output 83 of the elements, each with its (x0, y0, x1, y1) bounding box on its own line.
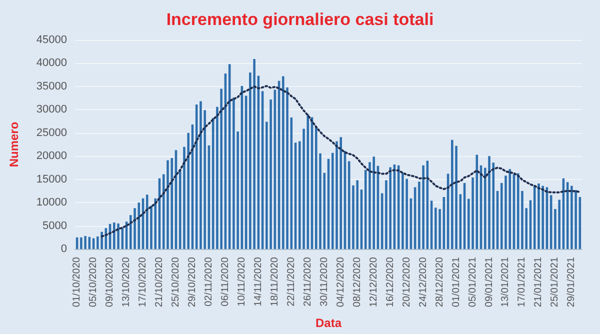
bar (356, 180, 358, 249)
x-tick-label: 24/12/2020 (418, 256, 429, 308)
x-tick-label: 08/12/2020 (352, 256, 363, 308)
x-tick-label: 13/10/2020 (121, 256, 132, 308)
bar (96, 236, 99, 249)
x-tick-label: 29/01/2021 (566, 256, 578, 308)
x-tick-label: 05/01/2021 (467, 256, 478, 308)
bar (154, 198, 157, 249)
bar (200, 101, 202, 249)
x-tick-label: 28/12/2020 (434, 256, 446, 308)
y-tick-label: 30000 (36, 104, 67, 116)
x-tick-label: 20/12/2020 (401, 256, 412, 308)
x-tick-label: 29/10/2020 (186, 256, 198, 308)
x-tick-label: 12/12/2020 (368, 256, 380, 308)
x-tick-label: 30/11/2020 (318, 256, 330, 306)
bar (166, 160, 169, 249)
bar (402, 173, 404, 249)
bar (253, 59, 256, 249)
bar (315, 126, 318, 249)
bar (187, 132, 190, 249)
bar (558, 200, 560, 249)
bar (574, 190, 577, 249)
y-tick-label: 15000 (36, 173, 67, 186)
x-tick-label: 17/01/2021 (516, 256, 528, 308)
bar (451, 140, 454, 249)
bar (472, 177, 474, 249)
x-tick-label: 17/10/2020 (138, 256, 149, 308)
x-tick-label: 25/01/2021 (550, 256, 561, 308)
x-tick-label: 09/10/2020 (104, 256, 116, 308)
x-tick-label: 06/11/2020 (220, 256, 231, 306)
y-tick-label: 25000 (36, 126, 67, 139)
line-series (100, 84, 581, 238)
bar (372, 156, 375, 249)
bar (570, 186, 573, 249)
bar (336, 141, 338, 249)
bar (80, 237, 82, 249)
x-tick-label: 13/01/2021 (500, 256, 512, 308)
bar (488, 156, 490, 249)
x-tick-label: 25/10/2020 (170, 256, 182, 308)
y-tick-label: 45000 (36, 34, 67, 46)
y-tick-label: 35000 (36, 80, 67, 92)
x-tick-label: 01/10/2020 (72, 256, 83, 308)
bar (542, 186, 544, 249)
x-axis-title: Data (315, 316, 342, 330)
y-tick-label: 10000 (36, 196, 67, 209)
x-tick-label: 09/01/2021 (484, 256, 495, 308)
x-tick-label: 16/12/2020 (384, 256, 396, 308)
x-tick-label: 04/12/2020 (335, 256, 346, 308)
bar (134, 208, 136, 249)
bar (438, 209, 441, 249)
bar (302, 128, 305, 249)
bar (146, 194, 148, 249)
chart-title: Incremento giornaliero casi totali (166, 10, 434, 29)
bar (270, 99, 272, 249)
bar (521, 190, 524, 249)
bar (113, 222, 116, 249)
bar (170, 158, 173, 249)
x-tick-label: 02/11/2020 (203, 256, 214, 306)
x-tick-label: 26/11/2020 (302, 256, 314, 306)
bar (340, 137, 342, 249)
x-tick-label: 10/11/2020 (236, 256, 248, 306)
x-tick-label: 21/10/2020 (154, 256, 165, 308)
bar (117, 223, 120, 249)
y-tick-label: 5000 (42, 220, 67, 232)
bar (84, 236, 86, 249)
bar (282, 76, 284, 249)
x-tick-label: 14/11/2020 (252, 256, 264, 306)
bar (508, 169, 511, 249)
bar (232, 98, 235, 249)
y-tick-label: 0 (60, 243, 67, 255)
y-axis-title: Numero (7, 122, 21, 168)
bar (220, 88, 222, 249)
y-tick-label: 20000 (36, 150, 67, 162)
bar (538, 184, 540, 249)
x-tick-label: 05/10/2020 (88, 256, 100, 308)
x-tick-label: 21/01/2021 (533, 256, 544, 308)
y-tick-label: 40000 (36, 57, 67, 70)
x-tick-label: 01/01/2021 (450, 256, 462, 308)
bar (422, 165, 424, 249)
bar (434, 208, 437, 249)
x-tick-label: 18/11/2020 (269, 256, 280, 306)
bar (389, 167, 392, 249)
x-tick-label: 22/11/2020 (286, 256, 297, 306)
